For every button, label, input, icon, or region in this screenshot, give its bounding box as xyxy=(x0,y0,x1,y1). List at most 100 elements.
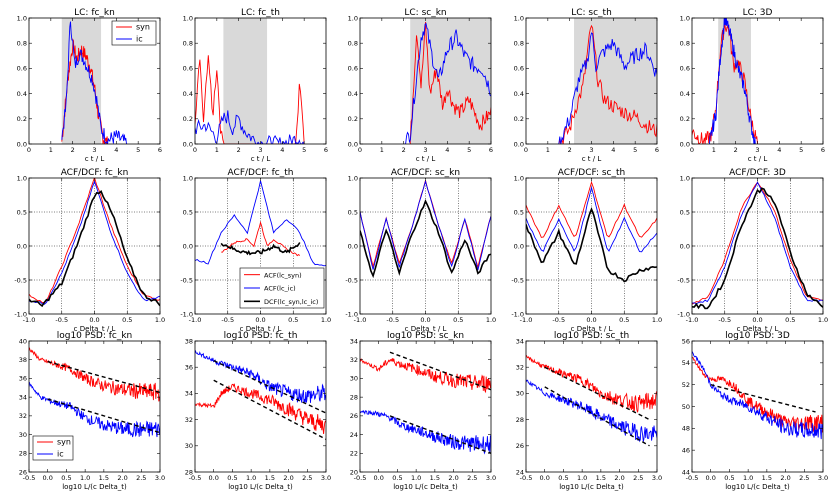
x-tick-label: 2.0 xyxy=(283,474,293,482)
y-tick-label: 32 xyxy=(185,416,193,424)
panel-title: ACF/DCF: sc_th xyxy=(558,168,625,178)
x-tick-label: 4 xyxy=(777,146,781,154)
x-tick-label: 1.0 xyxy=(246,474,256,482)
x-tick-label: 1.5 xyxy=(430,474,440,482)
panel-11: -0.5 0.0 0.5 1.0 1.5 2.0 2.5 3.0 28 30 32 34 36 38 log… xyxy=(185,331,331,491)
panel-title: LC: sc_kn xyxy=(404,8,446,18)
y-tick-label: 28 xyxy=(516,416,524,424)
panel-title: log10 PSD: 3D xyxy=(725,331,790,341)
fit-line xyxy=(544,366,650,421)
x-tick-label: 2.5 xyxy=(302,474,312,482)
x-tick-label: 2.5 xyxy=(799,474,809,482)
series-DCF(lc_syn,lc_ic) xyxy=(692,187,823,310)
x-tick-label: 0.0 xyxy=(209,474,219,482)
y-tick-label: 0.0 xyxy=(680,242,690,250)
y-tick-label: 26 xyxy=(516,442,524,450)
x-tick-label: 2.0 xyxy=(448,474,458,482)
x-tick-label: -0.5 xyxy=(552,316,565,324)
y-tick-label: 24 xyxy=(516,468,524,476)
y-tick-label: 0.0 xyxy=(680,140,690,148)
x-tick-label: 2.5 xyxy=(136,474,146,482)
x-tick-label: 3.0 xyxy=(321,474,331,482)
x-axis-label: c Delta_t / L xyxy=(405,325,447,333)
series-ic xyxy=(195,349,326,403)
x-tick-label: 0.5 xyxy=(227,474,237,482)
y-tick-label: 24 xyxy=(350,431,358,439)
y-tick-label: 28 xyxy=(185,468,193,476)
y-tick-label: 1.0 xyxy=(183,174,193,182)
series-DCF(lc_syn,lc_ic) xyxy=(29,190,160,308)
x-tick-label: 1.5 xyxy=(762,474,772,482)
y-tick-label: 1.0 xyxy=(680,174,690,182)
fit-line xyxy=(47,360,160,394)
x-tick-label: 0.5 xyxy=(785,316,795,324)
y-tick-label: 26 xyxy=(19,468,27,476)
series-group xyxy=(558,24,657,144)
y-tick-label: 0.6 xyxy=(348,65,358,73)
series-group xyxy=(29,347,160,438)
x-axis-label: c t / L xyxy=(748,155,768,163)
y-tick-label: 48 xyxy=(682,425,690,433)
axes-frame xyxy=(28,340,161,473)
x-tick-label: 2.5 xyxy=(467,474,477,482)
y-tick-label: 0.8 xyxy=(17,40,27,48)
x-axis-label: log10 L/(c Delta_t) xyxy=(228,483,293,491)
y-tick-label: 0.0 xyxy=(514,140,524,148)
y-tick-label: 36 xyxy=(185,364,193,372)
y-tick-label: 0.0 xyxy=(348,140,358,148)
panel-12: -0.5 0.0 0.5 1.0 1.5 2.0 2.5 3.0 20 22 24 26 28 30 32 3… xyxy=(350,331,496,491)
y-tick-label: 0.4 xyxy=(183,90,193,98)
x-tick-label: 5 xyxy=(799,146,803,154)
panel-title: log10 PSD: sc_th xyxy=(554,331,629,341)
x-tick-label: -0.5 xyxy=(520,474,533,482)
x-tick-label: 3 xyxy=(258,146,262,154)
x-tick-label: 0.5 xyxy=(392,474,402,482)
series-ACF(lc_ic) xyxy=(692,181,823,305)
x-tick-label: 2 xyxy=(402,146,406,154)
panel-1: 0 1 2 3 4 5 6 0.0 0.2 0.4 0.6 0.8 1.0 LC: fc_thc t / … xyxy=(183,8,328,163)
y-tick-label: 34 xyxy=(19,393,27,401)
series-syn xyxy=(409,21,491,144)
legend: ACF(lc_syn) ACF(lc_ic) DCF(lc_syn,lc_ic) xyxy=(239,267,325,309)
x-tick-label: 0.0 xyxy=(752,316,762,324)
y-tick-label: 30 xyxy=(19,431,27,439)
x-tick-label: -1.0 xyxy=(520,316,533,324)
y-tick-label: 34 xyxy=(350,337,358,345)
x-tick-label: -0.5 xyxy=(55,316,68,324)
series-ACF(lc_ic) xyxy=(360,179,491,271)
y-tick-label: 0.2 xyxy=(348,115,358,123)
y-tick-label: 0.5 xyxy=(183,208,193,216)
y-tick-label: 28 xyxy=(19,450,27,458)
x-tick-label: 0 xyxy=(193,146,197,154)
y-tick-label: 0.0 xyxy=(17,242,27,250)
x-tick-label: 5 xyxy=(633,146,637,154)
x-tick-label: 4 xyxy=(611,146,615,154)
x-axis-label: c Delta_t / L xyxy=(74,325,116,333)
y-tick-label: 0.4 xyxy=(17,90,27,98)
x-tick-label: 0.0 xyxy=(420,316,430,324)
x-tick-label: 6 xyxy=(324,146,328,154)
y-tick-label: 26 xyxy=(350,412,358,420)
x-tick-label: -0.5 xyxy=(686,474,699,482)
y-tick-label: 0.5 xyxy=(17,208,27,216)
x-tick-label: 3 xyxy=(423,146,427,154)
y-tick-label: 34 xyxy=(185,390,193,398)
legend-entry: ACF(lc_ic) xyxy=(264,285,296,293)
panel-4: 0 1 2 3 4 5 6 0.0 0.2 0.4 0.6 0.8 1.0 LC: 3D c t / L xyxy=(680,8,825,163)
y-tick-label: 36 xyxy=(19,375,27,383)
fit-line xyxy=(389,351,491,391)
y-tick-label: 0.2 xyxy=(514,115,524,123)
x-tick-label: 1.0 xyxy=(411,474,421,482)
series-syn xyxy=(692,356,823,433)
series-group xyxy=(360,351,491,455)
x-tick-label: 1.0 xyxy=(486,316,496,324)
series-ACF(lc_syn) xyxy=(526,180,657,238)
x-tick-label: 0 xyxy=(524,146,528,154)
y-tick-label: 52 xyxy=(682,381,690,389)
panel-title: LC: 3D xyxy=(743,8,773,18)
x-tick-label: 1.0 xyxy=(321,316,331,324)
y-tick-label: 0.5 xyxy=(680,208,690,216)
panel-8: -1.0 -0.5 0.0 0.5 1.0 -1.0 -0.5 0.0 0.5 1.0 ACF/DC… xyxy=(511,168,662,333)
y-tick-label: -1.0 xyxy=(511,310,524,318)
series-DCF(lc_syn,lc_ic) xyxy=(360,199,491,279)
